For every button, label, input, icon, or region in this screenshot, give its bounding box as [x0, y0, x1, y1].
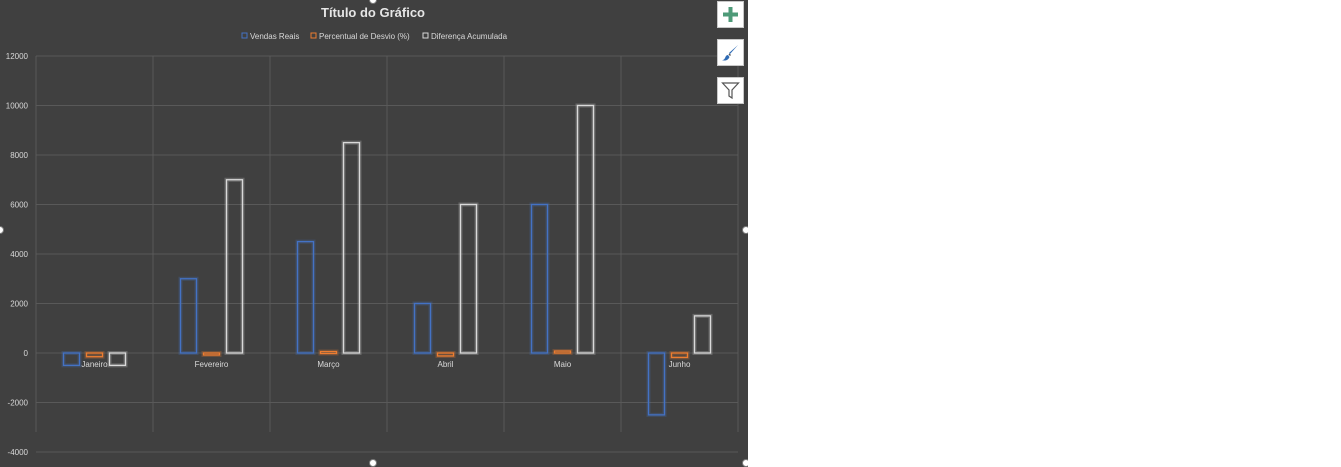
- chart-elements-button[interactable]: [717, 1, 744, 28]
- legend[interactable]: Vendas Reais Percentual de Desvio (%) Dife…: [241, 32, 508, 41]
- resize-handle-right[interactable]: [742, 226, 748, 234]
- y-tick-label: 12000: [6, 52, 29, 61]
- bar[interactable]: [318, 349, 339, 356]
- y-tick-label: -4000: [8, 448, 29, 457]
- y-tick-label: 4000: [10, 250, 28, 259]
- y-tick-label: 8000: [10, 151, 28, 160]
- bar[interactable]: [575, 103, 596, 355]
- bar[interactable]: [295, 239, 316, 355]
- chart: Título do Gráfico Vendas Reais Percentual…: [6, 5, 739, 457]
- bar[interactable]: [669, 351, 690, 360]
- chart-filters-button[interactable]: [717, 77, 744, 104]
- legend-item[interactable]: Percentual de Desvio (%): [310, 32, 410, 41]
- x-tick-label: Março: [317, 360, 340, 369]
- bar[interactable]: [529, 202, 550, 355]
- bar[interactable]: [692, 313, 713, 355]
- bar[interactable]: [107, 351, 128, 368]
- bar[interactable]: [435, 351, 456, 358]
- x-tick-label: Maio: [554, 360, 572, 369]
- y-axis: 12000 10000 8000 6000 4000 2000 0 -2000 -4000: [6, 52, 29, 457]
- bar[interactable]: [61, 351, 82, 368]
- y-tick-label: 0: [24, 349, 29, 358]
- x-tick-label: Junho: [669, 360, 691, 369]
- legend-item[interactable]: Diferença Acumulada: [422, 32, 508, 41]
- plot-area[interactable]: [61, 103, 713, 417]
- bar[interactable]: [552, 349, 573, 356]
- y-tick-label: -2000: [8, 399, 29, 408]
- bar[interactable]: [224, 177, 245, 355]
- y-tick-label: 2000: [10, 300, 28, 309]
- x-tick-label: Fevereiro: [195, 360, 229, 369]
- legend-item[interactable]: Vendas Reais: [241, 32, 299, 41]
- chart-title[interactable]: Título do Gráfico: [321, 5, 425, 20]
- bar[interactable]: [201, 351, 222, 357]
- legend-label: Diferença Acumulada: [431, 32, 508, 41]
- x-axis: Janeiro Fevereiro Março Abril Maio Junho: [81, 360, 691, 369]
- bar[interactable]: [458, 202, 479, 355]
- chart-area[interactable]: Título do Gráfico Vendas Reais Percentual…: [0, 0, 748, 467]
- bar[interactable]: [84, 351, 105, 359]
- x-tick-label: Janeiro: [81, 360, 108, 369]
- y-tick-label: 6000: [10, 201, 28, 210]
- bar[interactable]: [646, 351, 667, 417]
- resize-handle-bottom[interactable]: [369, 459, 377, 467]
- x-tick-label: Abril: [437, 360, 453, 369]
- funnel-icon: [721, 82, 740, 100]
- bar[interactable]: [178, 276, 199, 355]
- gridlines: [35, 55, 739, 453]
- chart-styles-button[interactable]: [717, 39, 744, 66]
- paintbrush-icon: [722, 45, 738, 61]
- legend-label: Vendas Reais: [250, 32, 299, 41]
- bar[interactable]: [341, 140, 362, 355]
- legend-label: Percentual de Desvio (%): [319, 32, 410, 41]
- resize-handle-bottom-right[interactable]: [742, 459, 748, 467]
- bar[interactable]: [412, 301, 433, 355]
- plus-icon: [723, 7, 738, 22]
- y-tick-label: 10000: [6, 102, 29, 111]
